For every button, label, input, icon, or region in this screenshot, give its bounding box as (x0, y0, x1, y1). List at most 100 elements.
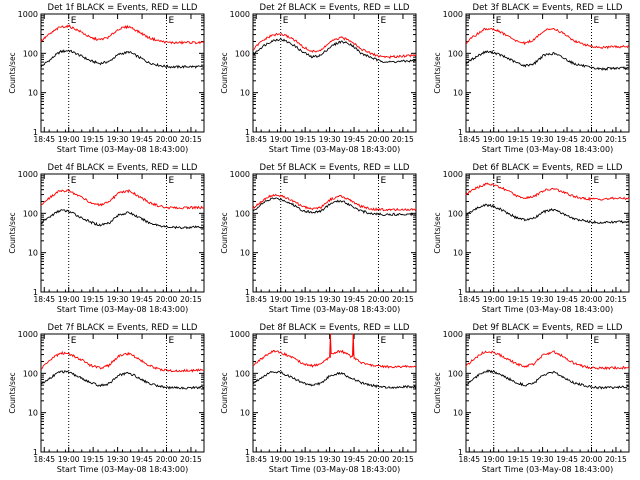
y-tick-label: 100 (23, 209, 38, 218)
panel-det-2: Det 2f BLACK = Events, RED = LLD 1 10 100 10… (220, 3, 417, 154)
y-axis-label: Counts/sec (8, 372, 17, 413)
y-tick-label: 100 (448, 369, 463, 378)
x-axis-label: Start Time (03-May-08 18:43:00) (57, 465, 188, 474)
x-tick-label: 20:15 (392, 455, 414, 464)
x-tick-label: 19:15 (82, 135, 104, 144)
y-tick-label: 1 (245, 448, 250, 457)
x-tick-label: 19:30 (532, 295, 554, 304)
x-tick-label: 18:45 (245, 295, 267, 304)
x-tick-label: 20:00 (581, 295, 603, 304)
plot-frame (465, 333, 630, 453)
panel-title: Det 7f BLACK = Events, RED = LLD (48, 323, 198, 333)
series-line-events (465, 369, 629, 390)
y-tick-label: 100 (235, 49, 250, 58)
y-tick-label: 100 (235, 209, 250, 218)
x-tick-label: 20:00 (368, 295, 390, 304)
series-line-events (40, 209, 205, 230)
panel-det-7: Det 7f BLACK = Events, RED = LLD 1 10 100 10… (8, 323, 205, 474)
x-tick-label: 20:15 (605, 455, 627, 464)
series-line-events (465, 49, 630, 71)
series-line-lld (40, 350, 205, 373)
series-line-events (465, 203, 630, 225)
x-tick-label: 20:00 (156, 455, 178, 464)
series-line-lld (40, 24, 205, 45)
x-tick-label: 19:00 (58, 135, 80, 144)
panel-title: Det 1f BLACK = Events, RED = LLD (48, 3, 198, 13)
x-axis-label: Start Time (03-May-08 18:43:00) (57, 145, 188, 154)
y-tick-label: 1000 (230, 10, 250, 19)
marker-label: E (71, 176, 77, 186)
x-tick-label: 19:30 (107, 455, 129, 464)
panel-det-1: Det 1f BLACK = Events, RED = LLD 1 10 100 10… (8, 3, 205, 154)
x-tick-label: 18:45 (245, 135, 267, 144)
y-axis-label: Counts/sec (8, 52, 17, 93)
marker-label: E (169, 336, 175, 346)
plot-frame (465, 173, 630, 293)
x-tick-label: 19:15 (294, 455, 316, 464)
y-tick-label: 10 (453, 249, 463, 258)
y-tick-label: 100 (448, 209, 463, 218)
x-tick-label: 19:15 (507, 455, 529, 464)
marker-label: E (381, 16, 387, 26)
y-tick-label: 1 (245, 128, 250, 137)
y-tick-label: 1 (458, 448, 463, 457)
y-axis-label: Counts/sec (433, 52, 442, 93)
plot-frame (465, 13, 630, 133)
y-tick-label: 10 (453, 409, 463, 418)
y-tick-label: 1 (33, 128, 38, 137)
x-tick-label: 20:15 (605, 135, 627, 144)
y-tick-label: 1000 (230, 170, 250, 179)
x-tick-label: 19:30 (532, 135, 554, 144)
y-tick-label: 1000 (18, 330, 38, 339)
x-tick-label: 19:45 (343, 135, 365, 144)
x-tick-label: 19:15 (294, 295, 316, 304)
x-tick-label: 18:45 (458, 295, 480, 304)
x-tick-label: 20:00 (156, 135, 178, 144)
x-tick-label: 20:15 (392, 135, 414, 144)
x-tick-label: 19:15 (82, 455, 104, 464)
marker-label: E (381, 176, 387, 186)
y-axis-label: Counts/sec (220, 372, 229, 413)
panel-title: Det 2f BLACK = Events, RED = LLD (260, 3, 410, 13)
marker-label: E (71, 336, 77, 346)
y-tick-label: 1000 (443, 170, 463, 179)
x-tick-label: 20:15 (605, 295, 627, 304)
marker-label: E (496, 336, 502, 346)
y-tick-label: 100 (23, 369, 38, 378)
series-line-events (252, 197, 417, 217)
x-tick-label: 19:15 (82, 295, 104, 304)
x-tick-label: 19:45 (556, 135, 578, 144)
x-tick-label: 19:45 (131, 295, 153, 304)
x-tick-label: 19:15 (507, 135, 529, 144)
y-tick-label: 10 (28, 89, 38, 98)
x-axis-label: Start Time (03-May-08 18:43:00) (269, 305, 400, 314)
x-tick-label: 19:15 (294, 135, 316, 144)
x-tick-label: 19:00 (58, 455, 80, 464)
x-tick-label: 19:45 (556, 455, 578, 464)
y-tick-label: 10 (28, 249, 38, 258)
y-axis-label: Counts/sec (8, 212, 17, 253)
plot-frame (40, 13, 205, 133)
y-tick-label: 10 (453, 89, 463, 98)
panel-title: Det 9f BLACK = Events, RED = LLD (473, 323, 623, 333)
y-axis-label: Counts/sec (220, 212, 229, 253)
y-tick-label: 100 (448, 49, 463, 58)
x-tick-label: 19:45 (343, 455, 365, 464)
plot-frame (252, 13, 417, 133)
marker-label: E (169, 16, 175, 26)
y-axis-label: Counts/sec (433, 212, 442, 253)
x-axis-label: Start Time (03-May-08 18:43:00) (269, 145, 400, 154)
x-tick-label: 19:30 (107, 135, 129, 144)
y-axis-label: Counts/sec (433, 372, 442, 413)
y-tick-label: 100 (23, 49, 38, 58)
y-tick-label: 10 (28, 409, 38, 418)
series-line-events (40, 370, 205, 390)
x-tick-label: 19:00 (58, 295, 80, 304)
panel-det-9: Det 9f BLACK = Events, RED = LLD 1 10 100 10… (433, 323, 630, 474)
y-tick-label: 10 (240, 409, 250, 418)
marker-label: E (283, 16, 289, 26)
x-tick-label: 19:30 (319, 135, 341, 144)
plot-frame (252, 173, 417, 293)
series-line-events (40, 49, 205, 69)
